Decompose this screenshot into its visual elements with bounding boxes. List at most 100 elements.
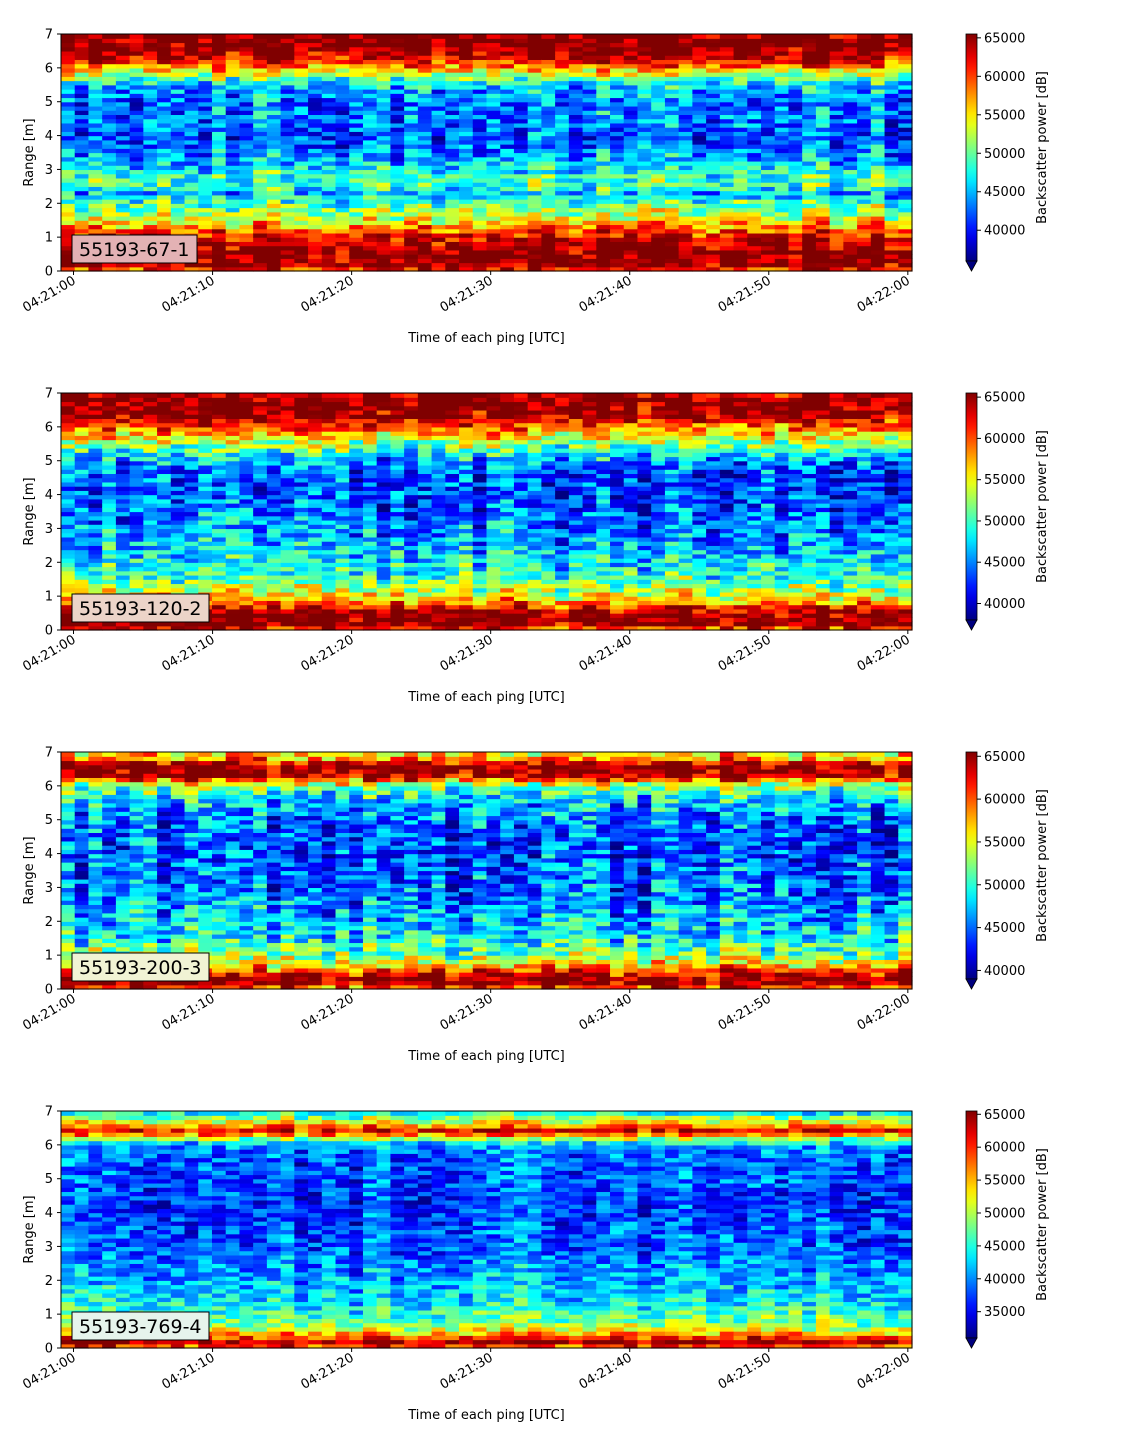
heatmap-cell bbox=[390, 101, 405, 107]
heatmap-cell bbox=[61, 511, 76, 517]
heatmap-cell bbox=[610, 254, 625, 259]
heatmap-cell bbox=[802, 144, 817, 149]
heatmap-cell bbox=[582, 254, 597, 259]
heatmap-cell bbox=[239, 215, 254, 221]
heatmap-cell bbox=[582, 89, 597, 94]
heatmap-cell bbox=[390, 524, 405, 530]
heatmap-cell bbox=[184, 422, 199, 428]
heatmap-cell bbox=[170, 211, 186, 217]
heatmap-cell bbox=[596, 89, 611, 94]
heatmap-cell bbox=[211, 409, 227, 415]
heatmap-cell bbox=[417, 42, 433, 48]
heatmap-cell bbox=[362, 220, 378, 226]
heatmap-cell bbox=[596, 186, 611, 192]
heatmap-cell bbox=[266, 203, 282, 209]
heatmap-cell bbox=[308, 127, 323, 132]
heatmap-cell bbox=[500, 173, 515, 179]
heatmap-cell bbox=[884, 182, 899, 187]
heatmap-cell bbox=[568, 72, 584, 77]
heatmap-cell bbox=[761, 55, 776, 60]
heatmap-cell bbox=[321, 426, 337, 432]
heatmap-cell bbox=[253, 72, 268, 77]
heatmap-cell bbox=[335, 194, 350, 200]
heatmap-cell bbox=[486, 97, 501, 103]
heatmap-cell bbox=[472, 190, 488, 196]
heatmap-cell bbox=[102, 562, 117, 568]
heatmap-cell bbox=[582, 97, 597, 103]
heatmap-cell bbox=[747, 122, 762, 128]
heatmap-cell bbox=[335, 131, 350, 137]
heatmap-cell bbox=[280, 418, 295, 424]
heatmap-cell bbox=[362, 266, 378, 272]
heatmap-cell bbox=[349, 105, 364, 111]
heatmap-cell bbox=[157, 435, 172, 441]
heatmap-cell bbox=[198, 566, 213, 572]
heatmap-cell bbox=[280, 426, 295, 432]
heatmap-cell bbox=[225, 494, 241, 500]
heatmap-cell bbox=[774, 199, 790, 204]
heatmap-cell bbox=[170, 473, 186, 479]
heatmap-cell bbox=[280, 241, 295, 247]
heatmap-cell bbox=[706, 228, 721, 234]
heatmap-cell bbox=[143, 135, 158, 141]
heatmap-cell bbox=[513, 194, 529, 200]
heatmap-cell bbox=[335, 55, 350, 60]
heatmap-cell bbox=[761, 169, 776, 175]
heatmap-cell bbox=[266, 524, 282, 530]
heatmap-cell bbox=[692, 249, 707, 255]
heatmap-cell bbox=[349, 393, 364, 398]
heatmap-cell bbox=[74, 405, 90, 411]
heatmap-cell bbox=[445, 76, 460, 82]
heatmap-cell bbox=[362, 452, 378, 458]
heatmap-cell bbox=[623, 156, 639, 162]
heatmap-cell bbox=[115, 587, 131, 593]
heatmap-cell bbox=[143, 473, 158, 479]
heatmap-cell bbox=[692, 245, 707, 251]
heatmap-cell bbox=[294, 507, 309, 513]
heatmap-cell bbox=[857, 215, 872, 221]
heatmap-cell bbox=[198, 63, 213, 69]
heatmap-cell bbox=[170, 135, 186, 141]
heatmap-cell bbox=[321, 511, 337, 517]
heatmap-cell bbox=[88, 97, 103, 103]
heatmap-cell bbox=[513, 254, 529, 259]
heatmap-cell bbox=[115, 507, 131, 513]
heatmap-cell bbox=[74, 50, 90, 56]
heatmap-cell bbox=[170, 152, 186, 158]
heatmap-cell bbox=[349, 199, 364, 204]
heatmap-cell bbox=[431, 190, 446, 196]
heatmap-cell bbox=[115, 536, 131, 542]
heatmap-cell bbox=[664, 144, 680, 149]
heatmap-cell bbox=[761, 211, 776, 217]
heatmap-cell bbox=[321, 38, 337, 44]
heatmap-cell bbox=[417, 152, 433, 158]
heatmap-cell bbox=[198, 393, 213, 398]
heatmap-cell bbox=[335, 566, 350, 572]
heatmap-cell bbox=[308, 42, 323, 48]
heatmap-cell bbox=[225, 84, 241, 90]
heatmap-cell bbox=[459, 76, 474, 82]
heatmap-cell bbox=[170, 131, 186, 137]
heatmap-cell bbox=[143, 481, 158, 487]
heatmap-cell bbox=[582, 190, 597, 196]
heatmap-cell bbox=[198, 215, 213, 221]
heatmap-cell bbox=[280, 131, 295, 137]
heatmap-cell bbox=[706, 211, 721, 217]
heatmap-cell bbox=[733, 97, 748, 103]
heatmap-cell bbox=[459, 135, 474, 141]
heatmap-cell bbox=[308, 519, 323, 525]
heatmap-cell bbox=[815, 42, 831, 48]
heatmap-cell bbox=[431, 215, 446, 221]
heatmap-cell bbox=[211, 460, 227, 466]
heatmap-cell bbox=[321, 600, 337, 606]
heatmap-cell bbox=[115, 414, 131, 419]
heatmap-cell bbox=[898, 101, 913, 107]
heatmap-cell bbox=[74, 464, 90, 470]
heatmap-cell bbox=[761, 220, 776, 226]
heatmap-cell bbox=[308, 67, 323, 73]
heatmap-cell bbox=[61, 182, 76, 187]
heatmap-cell bbox=[802, 199, 817, 204]
heatmap-cell bbox=[349, 452, 364, 458]
heatmap-cell bbox=[280, 63, 295, 69]
heatmap-cell bbox=[376, 443, 392, 449]
